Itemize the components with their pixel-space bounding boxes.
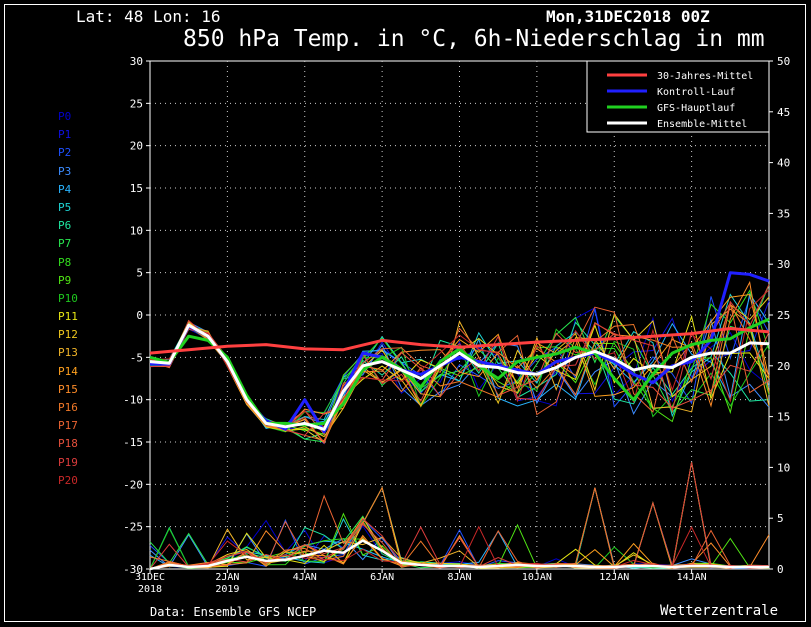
y-tick-label: 0 [136, 309, 143, 322]
y2-tick-label: 5 [777, 512, 784, 525]
y-tick-label: -25 [123, 521, 143, 534]
y-tick-label: 30 [130, 55, 143, 68]
data-source: Data: Ensemble GFS NCEP [150, 605, 317, 619]
legend-label: GFS-Hauptlauf [657, 103, 735, 114]
member-list: P0 P1 P2 P3 P4 P5 P6 P7 P8 P9 P10 P11 P12 P13 P14 P15 P1… [58, 108, 78, 490]
legend-label: Kontroll-Lauf [657, 87, 735, 98]
y-tick-label: -30 [123, 563, 143, 576]
x-tick-label: 6JAN [370, 572, 394, 583]
x-tick-label: 31DEC [135, 572, 165, 583]
member-label: P10 [58, 291, 78, 305]
y2-tick-label: 40 [777, 157, 790, 170]
y-tick-label: -5 [130, 351, 143, 364]
y2-tick-label: 25 [777, 309, 790, 322]
member-label: P5 [58, 200, 72, 214]
member-label: P8 [58, 255, 72, 269]
member-label: P2 [58, 146, 72, 160]
chart-title: 850 hPa Temp. in °C, 6h-Niederschlag in … [183, 26, 765, 52]
plot-area [149, 60, 770, 570]
member-label: P1 [58, 128, 72, 142]
y-tick-label: 15 [130, 182, 143, 195]
y-tick-label: 5 [136, 267, 143, 280]
y2-tick-label: 45 [777, 106, 790, 119]
x-tick-label: 12JAN [599, 572, 629, 583]
series-line [149, 327, 770, 355]
location-label: Lat: 48 Lon: 16 [76, 7, 221, 26]
y2-tick-label: 30 [777, 258, 790, 271]
member-temp-line [149, 284, 770, 443]
x-tick-label: 10JAN [522, 572, 552, 583]
legend-label: 30-Jahres-Mittel [657, 71, 753, 82]
series-line [149, 317, 770, 427]
member-label: P12 [58, 328, 78, 342]
member-label: P17 [58, 419, 78, 433]
x-tick-label: 4JAN [293, 572, 317, 583]
y2-tick-label: 10 [777, 461, 790, 474]
legend-label: Ensemble-Mittel [657, 119, 747, 130]
member-label: P4 [58, 182, 72, 196]
x-tick-sublabel: 2018 [138, 584, 162, 595]
y-tick-label: -15 [123, 436, 143, 449]
member-label: P9 [58, 273, 72, 287]
y2-tick-label: 0 [777, 563, 784, 576]
member-label: P19 [58, 455, 78, 469]
run-date: Mon,31DEC2018 00Z [546, 7, 710, 26]
member-label: P0 [58, 110, 72, 123]
x-tick-label: 14JAN [677, 572, 707, 583]
y2-tick-label: 15 [777, 411, 790, 424]
member-label: P13 [58, 346, 78, 360]
brand-label: Wetterzentrale [660, 603, 779, 619]
legend-box [586, 60, 770, 133]
member-label: P11 [58, 310, 78, 324]
member-label: P6 [58, 219, 72, 233]
member-label: P15 [58, 382, 78, 396]
member-precip-line [149, 501, 770, 570]
y2-tick-label: 35 [777, 207, 790, 220]
series-line [149, 323, 770, 431]
precip-mean-line [149, 539, 769, 571]
member-label: P3 [58, 164, 72, 178]
x-tick-label: 8JAN [447, 572, 471, 583]
member-label: P18 [58, 437, 78, 451]
member-label: P14 [58, 364, 78, 378]
x-tick-sublabel: 2019 [215, 584, 239, 595]
y-tick-label: -10 [123, 394, 143, 407]
y-tick-label: 10 [130, 224, 143, 237]
y2-tick-label: 50 [777, 55, 790, 68]
member-temp-line [150, 293, 770, 444]
chart-frame [4, 4, 806, 622]
y-tick-label: 25 [130, 97, 143, 110]
member-label: P16 [58, 401, 78, 414]
y-tick-label: 20 [130, 140, 143, 153]
x-tick-label: 2JAN [215, 572, 239, 583]
member-label: P7 [58, 237, 72, 251]
y-tick-label: -20 [123, 478, 143, 491]
y2-tick-label: 20 [777, 360, 790, 373]
member-label: P20 [58, 473, 78, 487]
